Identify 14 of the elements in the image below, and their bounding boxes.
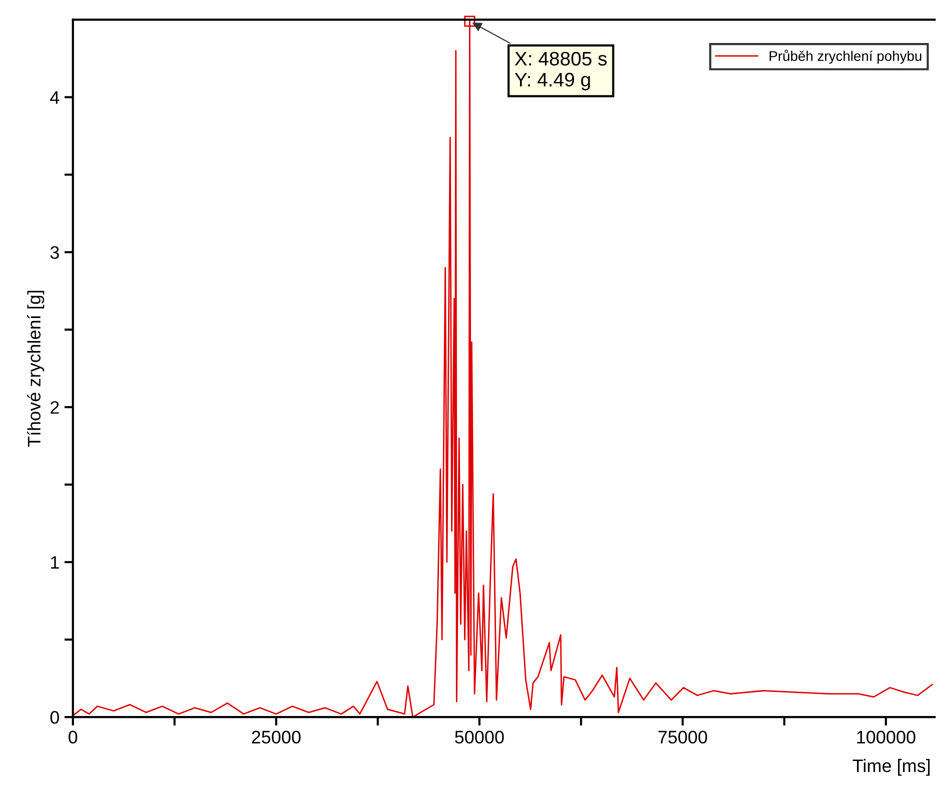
- x-tick-label: 0: [68, 730, 78, 744]
- y-tick-label: 1: [51, 556, 59, 569]
- annotation: X: 48805 s Y: 4.49 g: [514, 52, 607, 90]
- y-axis-title: Tíhové zrychlení [g]: [27, 290, 44, 447]
- x-tick-label: 50000: [455, 730, 504, 744]
- legend-label: Průběh zrychlení pohybu: [770, 50, 922, 64]
- y-tick-label: 0: [50, 711, 60, 724]
- x-axis-title: Time [ms]: [852, 758, 930, 776]
- y-tick-label: 3: [50, 246, 59, 259]
- x-tick-label: 100000: [857, 730, 916, 744]
- y-tick-label: 4: [50, 91, 60, 104]
- y-tick-label: 2: [50, 401, 59, 414]
- x-tick-label: 25000: [252, 730, 301, 744]
- x-tick-label: 75000: [658, 730, 708, 744]
